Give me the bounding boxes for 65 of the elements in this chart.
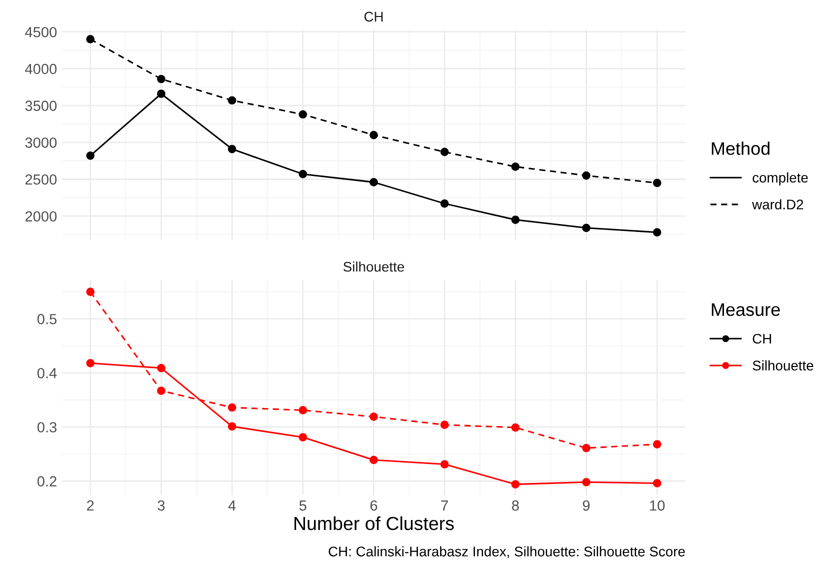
point <box>157 74 166 84</box>
y-tick-label: 0.5 <box>37 314 57 324</box>
point <box>652 479 662 488</box>
y-tick-label: 2500 <box>25 174 57 185</box>
point <box>298 406 308 414</box>
legend-label: complete <box>752 172 808 186</box>
point <box>228 96 236 105</box>
point <box>157 90 166 98</box>
y-tick-label: 3000 <box>25 138 57 148</box>
point <box>652 440 662 448</box>
chart-title: CH <box>364 12 383 22</box>
point <box>440 148 449 156</box>
point <box>157 364 166 372</box>
legend-title: Measure <box>712 303 780 316</box>
x-tick-label: 7 <box>441 500 448 511</box>
x-tick-label: 10 <box>650 500 665 511</box>
point <box>582 224 590 232</box>
point <box>298 170 308 178</box>
x-tick-label: 4 <box>228 500 236 511</box>
text: CH: Calinski-Harabasz Index, Silhouette: Silhouette Score <box>328 546 685 558</box>
point <box>86 358 95 368</box>
point <box>511 480 520 488</box>
y-tick-label: 4000 <box>25 64 57 74</box>
x-tick-label: 8 <box>512 500 519 511</box>
chart-title: CH <box>752 334 772 344</box>
point <box>582 478 590 486</box>
point <box>652 228 662 236</box>
legend-title: Method <box>712 142 770 155</box>
point <box>157 386 166 395</box>
point <box>582 171 590 180</box>
y-tick-label: 4500 <box>25 26 57 38</box>
point <box>86 151 95 160</box>
point <box>511 162 520 171</box>
y-tick-label: 0.4 <box>37 368 57 378</box>
point <box>440 420 449 429</box>
point <box>370 456 378 464</box>
point <box>86 288 95 296</box>
point <box>228 403 236 412</box>
point <box>370 412 378 421</box>
y-tick-label: 3500 <box>25 100 57 111</box>
point <box>511 423 520 432</box>
point <box>440 460 449 468</box>
y-tick-label: 0.2 <box>37 476 56 486</box>
x-tick-label: 2 <box>87 500 94 511</box>
x-tick-label: 9 <box>582 500 590 511</box>
x-tick-label: 6 <box>370 500 378 511</box>
x-tick-label: 5 <box>299 500 306 511</box>
chart-title: Silhouette <box>752 360 814 370</box>
legend-label: ward.D2 <box>752 199 804 210</box>
point <box>370 178 378 186</box>
point <box>298 110 308 119</box>
x-tick-label: 3 <box>158 500 165 511</box>
point <box>228 144 236 154</box>
point <box>511 216 520 224</box>
point <box>86 35 95 44</box>
point <box>298 433 308 442</box>
point <box>370 130 378 140</box>
point <box>652 178 662 188</box>
y-tick-label: 2000 <box>25 211 57 222</box>
y-tick-label: 0.3 <box>37 422 57 432</box>
point <box>440 199 449 208</box>
x-axis-title: Number of Clusters <box>294 516 454 530</box>
point <box>582 444 590 452</box>
chart-title: Silhouette <box>343 261 404 272</box>
point <box>228 422 236 431</box>
